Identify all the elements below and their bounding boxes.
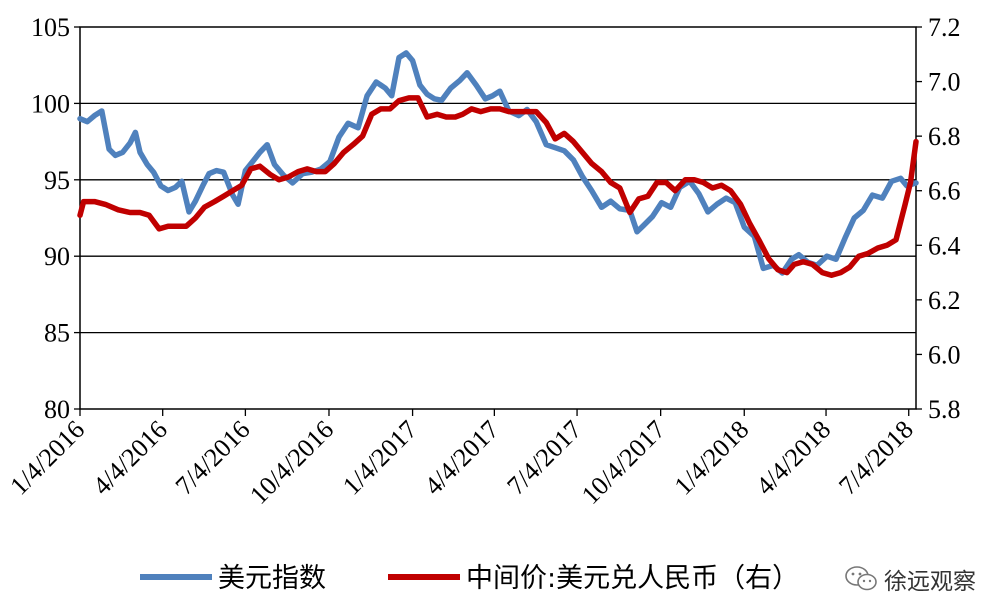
gridlines: [80, 102, 916, 334]
axis-ticks: [74, 26, 922, 416]
y2-tick-label: 7.2: [928, 13, 961, 42]
x-tick-label: 1/4/2017: [337, 415, 423, 501]
x-tick-label: 7/4/2017: [501, 415, 587, 501]
left-axis-tick-labels: 80 85 90 95 100 105: [31, 13, 70, 424]
y-tick-label: 85: [44, 319, 70, 348]
y2-tick-label: 6.6: [928, 177, 961, 206]
y2-tick-label: 6.0: [928, 340, 961, 369]
y2-tick-label: 6.2: [928, 286, 961, 315]
usd-index-line: [77, 50, 919, 276]
x-tick-label: 1/4/2016: [4, 415, 90, 501]
series-lines: [77, 50, 919, 279]
x-tick-label: 10/4/2017: [576, 415, 671, 510]
usd-cny-midpoint-line: [77, 95, 919, 279]
legend-item-usd-index-label: 美元指数: [218, 563, 326, 594]
watermark: 徐远观察: [844, 562, 976, 596]
y-tick-label: 105: [31, 13, 70, 42]
y-tick-label: 95: [44, 166, 70, 195]
y2-tick-label: 6.4: [928, 231, 961, 260]
legend-item-usd-cny-label: 中间价:美元兑人民币（右）: [466, 563, 799, 594]
wechat-icon: [845, 566, 877, 591]
y-tick-label: 80: [44, 395, 70, 424]
x-tick-label: 4/4/2016: [87, 415, 173, 501]
y-tick-label: 100: [31, 89, 70, 118]
legend: 美元指数 中间价:美元兑人民币（右）: [140, 563, 799, 594]
y2-tick-label: 6.8: [928, 122, 961, 151]
x-tick-label: 10/4/2016: [244, 415, 339, 510]
y2-tick-label: 5.8: [928, 395, 961, 424]
x-axis-tick-labels: 1/4/20164/4/20167/4/201610/4/20161/4/201…: [4, 415, 919, 510]
x-tick-label: 7/4/2018: [833, 415, 919, 501]
plot-area: [79, 26, 917, 410]
x-tick-label: 1/4/2018: [669, 415, 755, 501]
x-tick-label: 4/4/2017: [419, 415, 505, 501]
x-tick-label: 4/4/2018: [750, 415, 836, 501]
x-tick-label: 7/4/2016: [170, 415, 256, 501]
y-tick-label: 90: [44, 242, 70, 271]
watermark-text: 徐远观察: [884, 569, 976, 595]
right-axis-tick-labels: 5.8 6.0 6.2 6.4 6.6 6.8 7.0 7.2: [928, 13, 961, 424]
y2-tick-label: 7.0: [928, 68, 961, 97]
